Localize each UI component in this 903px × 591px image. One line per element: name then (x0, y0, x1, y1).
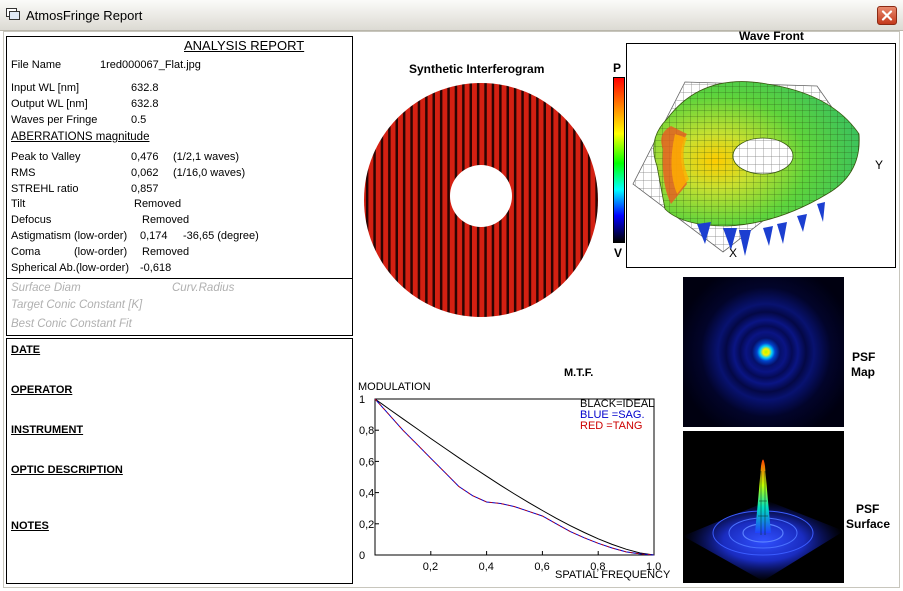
psf-surface-label-1: PSF (856, 502, 880, 516)
output-wl-label: Output WL [nm] (11, 98, 88, 110)
interferogram-image (361, 82, 601, 318)
title-bar: AtmosFringe Report (0, 0, 903, 31)
color-scale-bar (613, 77, 625, 243)
wavefront-panel: Y X (626, 43, 896, 268)
mtf-legend-entry: RED =TANG (580, 420, 642, 432)
surface-diam-label: Surface Diam (11, 282, 81, 294)
waves-value: 0.5 (131, 114, 147, 126)
mtf-title: M.T.F. (564, 367, 594, 379)
report-heading: ANALYSIS REPORT (184, 38, 305, 53)
mtf-ytick-label: 0,8 (359, 425, 374, 437)
notes-label: NOTES (11, 520, 49, 532)
mtf-xtick-label: 1,0 (646, 561, 661, 573)
mtf-chart: 0 0,2 0,4 0,6 0,8 1 0,2 0,4 0,6 0,8 1,0 BLACK=IDEAL… (359, 394, 661, 573)
waves-label: Waves per Fringe (11, 114, 98, 126)
mtf-xtick-label: 0,4 (479, 561, 494, 573)
psf-surface-panel (683, 431, 844, 583)
mtf-xtick-label: 0,8 (590, 561, 605, 573)
mtf-series-line (374, 398, 655, 556)
strehl-value: 0,857 (131, 183, 159, 195)
scale-bottom-label: V (614, 246, 623, 260)
close-icon (881, 10, 893, 21)
aberrations-heading: ABERRATIONS magnitude (11, 131, 150, 143)
interferogram-title: Synthetic Interferogram (409, 62, 545, 76)
mtf-ytick-label: 1 (359, 394, 365, 406)
strehl-label: STREHL ratio (11, 183, 79, 195)
wavefront-title: Wave Front (739, 29, 804, 43)
info-panel: DATE OPERATOR INSTRUMENT OPTIC DESCRIPTI… (6, 338, 353, 584)
defocus-value: Removed (142, 214, 190, 226)
target-conic-label: Target Conic Constant [K] (11, 299, 143, 311)
mtf-ytick-label: 0 (359, 550, 365, 562)
mtf-series-line (374, 398, 655, 556)
output-wl-value: 632.8 (131, 98, 159, 110)
analysis-report-panel: ANALYSIS REPORT File Name 1red000067_Fla… (6, 36, 353, 336)
coma-order: (low-order) (74, 246, 128, 258)
scale-top-label: P (613, 61, 622, 75)
astigmatism-angle: -36,65 (degree) (183, 230, 259, 242)
app-icon (6, 8, 20, 20)
instrument-label: INSTRUMENT (11, 424, 84, 436)
operator-label: OPERATOR (11, 384, 73, 396)
wavefront-x-label: X (729, 246, 737, 260)
ptv-value: 0,476 (131, 151, 159, 163)
defocus-label: Defocus (11, 214, 52, 226)
coma-value: Removed (142, 246, 190, 258)
report-divider (6, 278, 353, 279)
ptv-label: Peak to Valley (11, 151, 81, 163)
mtf-ytick-label: 0,4 (359, 488, 374, 500)
mtf-xlabel: SPATIAL FREQUENCY (555, 569, 671, 581)
tilt-value: Removed (134, 198, 182, 210)
mtf-legend-entry: BLACK=IDEAL (580, 398, 654, 410)
psf-map-label-2: Map (851, 365, 875, 379)
input-wl-label: Input WL [nm] (11, 82, 80, 94)
file-name-label: File Name (11, 59, 62, 71)
psf-surface-label-2: Surface (846, 517, 891, 531)
psf-surface-image (683, 459, 844, 581)
psf-map-image (683, 277, 844, 427)
date-label: DATE (11, 344, 41, 356)
astigmatism-label: Astigmatism (low-order) (11, 230, 128, 242)
rms-label: RMS (11, 167, 36, 179)
curv-radius-label: Curv.Radius (172, 282, 235, 294)
spherical-value: -0,618 (140, 262, 172, 274)
file-name-value: 1red000067_Flat.jpg (100, 59, 201, 71)
input-wl-value: 632.8 (131, 82, 159, 94)
psf-map-label-1: PSF (852, 350, 876, 364)
window-title: AtmosFringe Report (26, 8, 143, 23)
mtf-legend-entry: BLUE =SAG. (580, 409, 645, 421)
mtf-plot-frame (374, 398, 655, 556)
tilt-label: Tilt (11, 198, 26, 210)
mtf-xtick-label: 0,6 (534, 561, 549, 573)
mtf-ytick-label: 0,6 (359, 456, 374, 468)
optic-description-label: OPTIC DESCRIPTION (11, 464, 123, 476)
rms-waves: (1/16,0 waves) (173, 167, 246, 179)
mtf-xtick-label: 0,2 (423, 561, 438, 573)
ptv-waves: (1/2,1 waves) (173, 151, 240, 163)
mtf-ytick-label: 0,2 (359, 519, 374, 531)
close-button[interactable] (877, 6, 897, 25)
rms-value: 0,062 (131, 167, 159, 179)
wavefront-y-label: Y (875, 158, 883, 172)
mtf-ylabel: MODULATION (358, 381, 431, 393)
coma-label: Coma (11, 246, 41, 258)
best-conic-label: Best Conic Constant Fit (11, 318, 132, 330)
wavefront-surface: Y X (632, 81, 883, 260)
astigmatism-value: 0,174 (140, 230, 168, 242)
spherical-label: Spherical Ab.(low-order) (11, 262, 129, 274)
